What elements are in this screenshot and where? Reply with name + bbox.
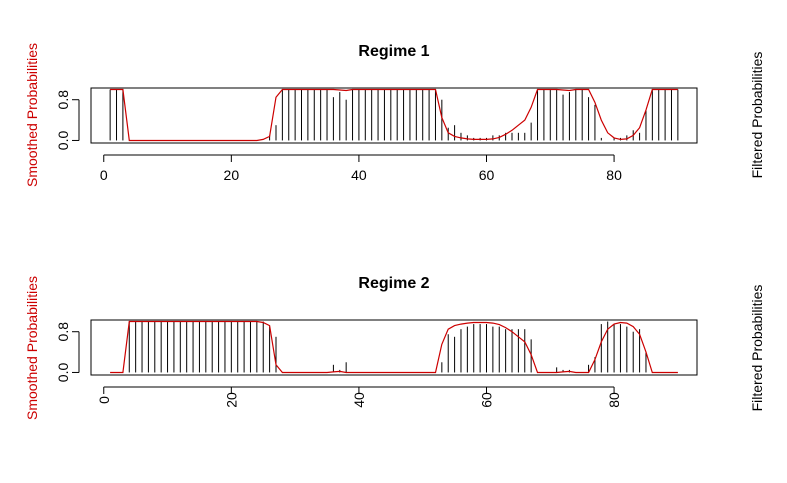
x-tick-label: 60 <box>478 392 494 408</box>
x-tick-label: 40 <box>351 167 367 183</box>
y-axis-label-filtered: Filtered Probabilities <box>749 285 765 412</box>
x-tick-label: 80 <box>606 392 622 408</box>
regime-1-panel: Regime 1 0 20 40 60 80 0.0 0.8 Smoothed Probabil… <box>24 43 765 187</box>
smoothed-series-line <box>110 88 678 142</box>
x-tick-label: 40 <box>351 392 367 408</box>
x-tick-label: 0 <box>100 167 108 183</box>
y-axis-label-smoothed: Smoothed Probabilities <box>24 276 40 420</box>
chart-title: Regime 2 <box>358 275 429 292</box>
y-tick-label: 0.8 <box>55 322 71 342</box>
plot-frame <box>90 87 698 144</box>
smoothed-series-line <box>110 320 678 374</box>
y-tick-label: 0.8 <box>55 90 71 110</box>
y-tick-label: 0.0 <box>55 131 71 151</box>
x-tick-label: 20 <box>224 167 240 183</box>
regime-2-panel: Regime 2 0 20 40 60 80 0.0 0.8 Smoothed Probabil… <box>24 275 765 420</box>
chart-title: Regime 1 <box>358 43 429 60</box>
filtered-series <box>109 89 679 141</box>
plot-frame <box>90 319 698 376</box>
x-tick-label: 20 <box>223 392 239 408</box>
y-axis-label-smoothed: Smoothed Probabilities <box>24 43 40 187</box>
x-tick-label: 80 <box>606 167 622 183</box>
y-tick-label: 0.0 <box>55 363 71 383</box>
x-tick-label: 60 <box>479 167 495 183</box>
y-axis-label-filtered: Filtered Probabilities <box>749 52 765 179</box>
x-tick-label: 0 <box>96 396 112 404</box>
